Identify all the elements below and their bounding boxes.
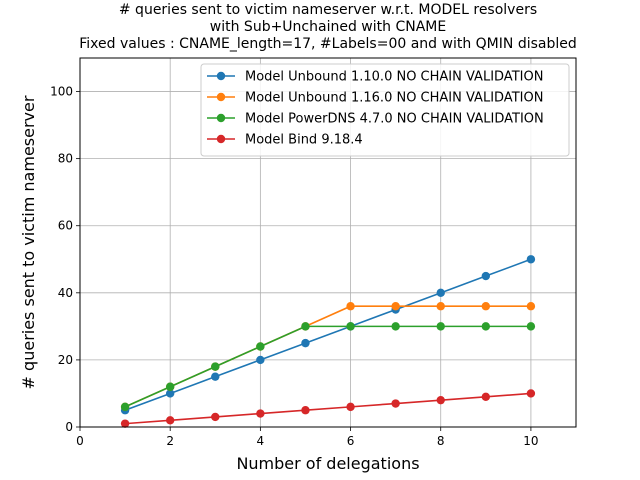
- x-axis-ticks: 0 2 4 6 8 10: [76, 427, 539, 448]
- y-tick-label: 0: [65, 420, 73, 434]
- series-4: [120, 389, 536, 428]
- data-point: [256, 342, 265, 351]
- data-point: [391, 302, 400, 311]
- legend-item: Model Bind 9.18.4: [207, 133, 363, 148]
- data-point: [526, 255, 536, 264]
- legend: Model Unbound 1.10.0 NO CHAIN VALIDATION…: [200, 63, 570, 157]
- legend-item: Model PowerDNS 4.7.0 NO CHAIN VALIDATION: [207, 112, 544, 127]
- series-line: [125, 392, 531, 425]
- y-tick-label: 100: [50, 85, 73, 99]
- chart-title-line: with Sub+Unchained with CNAME: [210, 19, 446, 35]
- chart-title-line: Fixed values : CNAME_length=17, #Labels=…: [79, 36, 577, 52]
- data-point: [481, 392, 491, 402]
- y-tick-label: 60: [58, 219, 73, 233]
- legend-box: [200, 63, 570, 157]
- data-point: [165, 416, 175, 425]
- legend-swatch-marker: [216, 134, 226, 144]
- data-point: [120, 402, 130, 412]
- data-point: [391, 399, 400, 408]
- data-point: [481, 322, 491, 331]
- data-point: [391, 322, 400, 331]
- legend-item: Model Unbound 1.16.0 NO CHAIN VALIDATION: [207, 91, 543, 106]
- data-point: [256, 355, 265, 365]
- data-point: [211, 362, 220, 371]
- x-tick-label: 10: [523, 434, 538, 448]
- data-point: [301, 322, 310, 331]
- y-tick-label: 80: [58, 152, 73, 166]
- x-tick-label: 2: [166, 434, 174, 448]
- data-point: [526, 302, 536, 311]
- legend-swatch-marker: [216, 71, 226, 81]
- data-point: [526, 322, 536, 331]
- x-tick-label: 4: [257, 434, 265, 448]
- x-tick-label: 8: [437, 434, 445, 448]
- data-point: [301, 406, 310, 415]
- series-line: [124, 325, 531, 408]
- data-point: [346, 322, 355, 331]
- data-point: [165, 382, 175, 391]
- data-point: [256, 409, 265, 418]
- y-tick-label: 20: [58, 353, 73, 367]
- series-2: [120, 302, 536, 412]
- x-axis-label: Number of delegations: [236, 454, 419, 473]
- data-point: [481, 271, 491, 281]
- data-series: [120, 255, 536, 428]
- legend-item: Model Unbound 1.10.0 NO CHAIN VALIDATION: [207, 70, 543, 85]
- data-point: [346, 402, 355, 412]
- y-tick-label: 40: [58, 286, 73, 300]
- data-point: [526, 389, 536, 398]
- legend-label: Model Unbound 1.10.0 NO CHAIN VALIDATION: [245, 70, 543, 85]
- data-point: [211, 372, 220, 381]
- series-line: [124, 258, 532, 411]
- data-point: [120, 419, 130, 428]
- series-3: [120, 322, 536, 412]
- chart-title-line: # queries sent to victim nameserver w.r.…: [119, 2, 537, 18]
- data-point: [481, 302, 491, 311]
- chart-title: # queries sent to victim nameserver w.r.…: [79, 2, 577, 52]
- legend-swatch-marker: [216, 92, 226, 102]
- data-point: [436, 288, 445, 298]
- plot-frame: [79, 57, 577, 428]
- y-axis-ticks: 0 20 40 60 80 100: [50, 85, 80, 434]
- series-1: [120, 255, 536, 415]
- data-point: [301, 338, 310, 348]
- y-axis-label: # queries sent to victim nameserver: [19, 95, 38, 389]
- data-point: [165, 389, 175, 398]
- legend-label: Model Bind 9.18.4: [245, 133, 363, 148]
- data-point: [436, 395, 445, 405]
- legend-label: Model Unbound 1.16.0 NO CHAIN VALIDATION: [245, 91, 543, 106]
- legend-label: Model PowerDNS 4.7.0 NO CHAIN VALIDATION: [245, 112, 544, 127]
- data-point: [436, 322, 445, 331]
- series-line: [124, 305, 531, 408]
- data-point: [436, 302, 445, 311]
- data-point: [346, 302, 355, 311]
- legend-swatch-marker: [216, 113, 226, 123]
- data-point: [211, 412, 220, 422]
- x-tick-label: 6: [347, 434, 355, 448]
- x-tick-label: 0: [76, 434, 84, 448]
